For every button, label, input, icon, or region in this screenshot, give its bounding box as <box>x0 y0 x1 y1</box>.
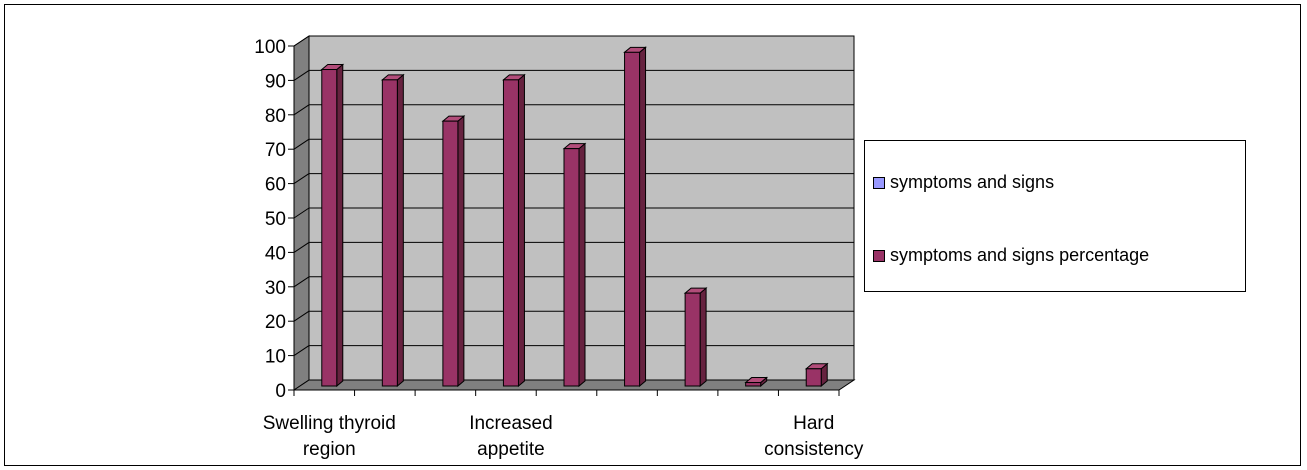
y-tick-label: 50 <box>265 209 286 230</box>
x-category-label-line: Hard <box>793 413 834 434</box>
gridline-side <box>293 173 310 185</box>
bar <box>320 63 345 388</box>
bar-side <box>578 142 586 388</box>
legend-label-series-1: symptoms and signs <box>890 172 1055 192</box>
y-tick-label: 0 <box>275 381 286 402</box>
gridline-side <box>293 345 310 357</box>
bar <box>502 73 526 388</box>
x-category-label: Hard consistency <box>764 413 864 460</box>
x-category-label: Increased appetite <box>469 413 552 460</box>
bar <box>683 287 708 388</box>
gridline-side <box>293 35 310 47</box>
bar-front <box>624 51 641 387</box>
bar-front <box>502 79 519 387</box>
y-tick-label: 70 <box>265 140 286 161</box>
bar <box>744 376 769 388</box>
bar-front <box>321 69 338 387</box>
gridline-side <box>293 310 310 322</box>
gridline-side <box>293 207 310 219</box>
legend-swatch-series-1 <box>873 176 885 189</box>
gridline-side <box>293 104 310 116</box>
gridline-side <box>293 276 310 288</box>
bar <box>804 362 829 388</box>
y-tick-label: 100 <box>254 37 286 58</box>
legend-item-series-2: symptoms and signs percentage <box>873 245 1149 266</box>
x-category-label-line: Swelling thyroid <box>263 413 396 434</box>
bar <box>562 142 587 388</box>
bar-side <box>699 287 707 388</box>
x-category-label-line: consistency <box>764 439 864 460</box>
bar-side <box>457 115 465 388</box>
gridline-side <box>293 138 310 150</box>
bar-side <box>396 73 404 388</box>
legend-item-series-1: symptoms and signs <box>873 172 1054 193</box>
x-category-label-line: appetite <box>477 439 545 460</box>
bar-side <box>639 46 647 388</box>
bar-front <box>442 120 459 387</box>
bar-front <box>805 368 822 387</box>
legend: symptoms and signs symptoms and signs pe… <box>864 140 1246 292</box>
x-category-label: Swelling thyroid region <box>263 413 396 460</box>
legend-label-series-2: symptoms and signs percentage <box>890 245 1150 265</box>
bar <box>623 46 647 388</box>
bar <box>380 73 405 388</box>
bar-front <box>745 382 762 387</box>
bar-front <box>684 292 701 387</box>
bar-front <box>381 79 398 387</box>
y-tick-label: 90 <box>265 71 286 92</box>
bar-front <box>563 148 580 387</box>
bar <box>441 115 466 388</box>
y-tick-label: 30 <box>265 278 286 299</box>
y-tick-label: 40 <box>265 243 286 264</box>
y-tick-label: 10 <box>265 347 286 368</box>
bar-side <box>336 63 344 388</box>
y-tick-label: 80 <box>265 106 286 127</box>
y-tick-label: 60 <box>265 175 286 196</box>
bar-side <box>517 73 525 388</box>
legend-swatch-series-2 <box>873 249 885 262</box>
gridline-side <box>293 69 310 81</box>
gridline-side <box>293 241 310 253</box>
x-category-label-line: region <box>303 439 356 460</box>
x-category-label-line: Increased <box>469 413 552 434</box>
y-tick-label: 20 <box>265 312 286 333</box>
